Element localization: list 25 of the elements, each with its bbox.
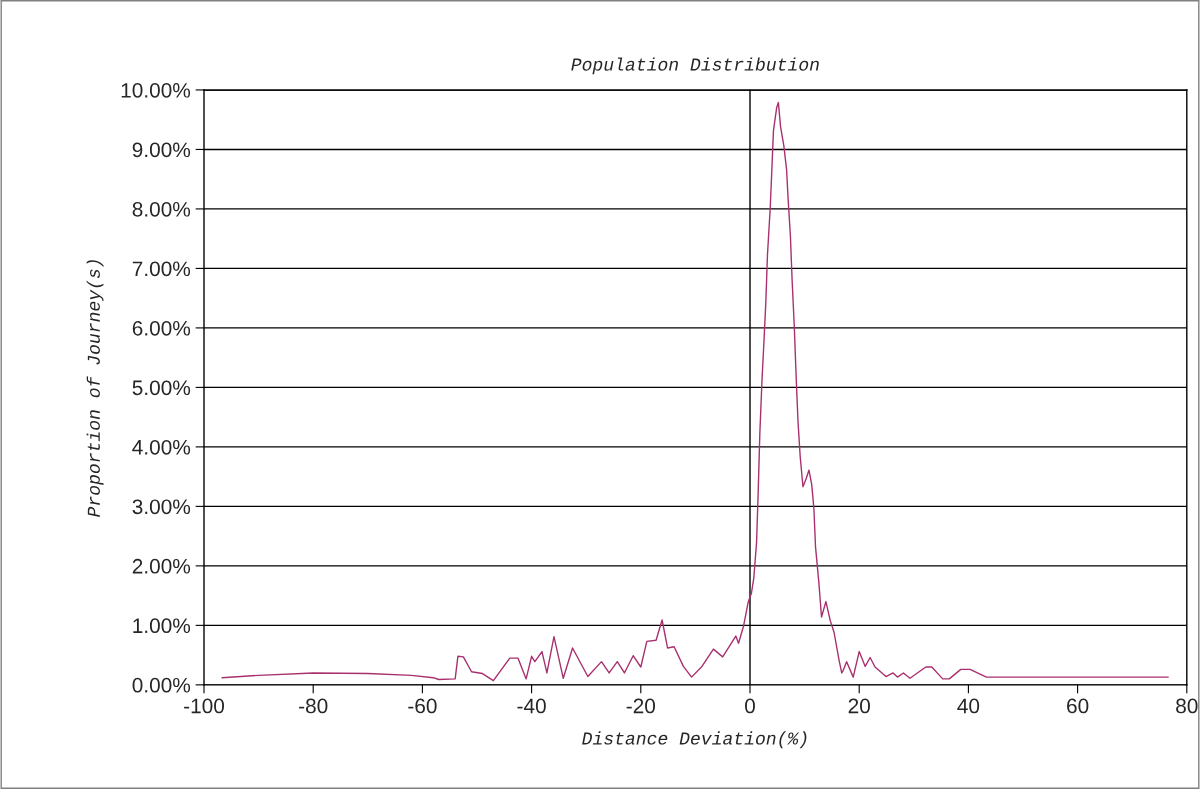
x-tick-label: -20: [626, 698, 656, 714]
chart-title: Population Distribution: [571, 57, 819, 75]
x-tick-label: -60: [408, 698, 437, 714]
line-series: [221, 101, 1169, 682]
y-tick-label: 6.00%: [132, 320, 191, 336]
y-axis-title: Proportion of Journey(s): [86, 260, 104, 517]
x-tick-label: 80: [1176, 698, 1198, 714]
y-tick-label: 0.00%: [132, 677, 191, 693]
x-tick-label: 0: [745, 698, 755, 714]
x-tick-label: 40: [957, 698, 980, 714]
y-tick-label: 10.00%: [121, 82, 191, 98]
y-tick-label: 5.00%: [132, 380, 191, 396]
y-tick-label: 1.00%: [133, 618, 191, 634]
y-tick-label: 7.00%: [132, 261, 191, 277]
y-tick-label: 2.00%: [132, 558, 191, 574]
y-tick-label: 3.00%: [132, 499, 191, 515]
x-axis-title: Distance Deviation(%): [582, 731, 807, 749]
x-tick-label: -40: [517, 698, 546, 714]
y-tick-label: 4.00%: [132, 439, 191, 455]
y-tick-label: 9.00%: [132, 142, 191, 158]
y-tick-label: 8.00%: [132, 201, 191, 217]
x-tick-label: -80: [299, 698, 328, 714]
x-tick-label: 20: [848, 698, 870, 714]
x-tick-label: 60: [1067, 698, 1089, 714]
x-tick-label: -100: [184, 698, 225, 714]
